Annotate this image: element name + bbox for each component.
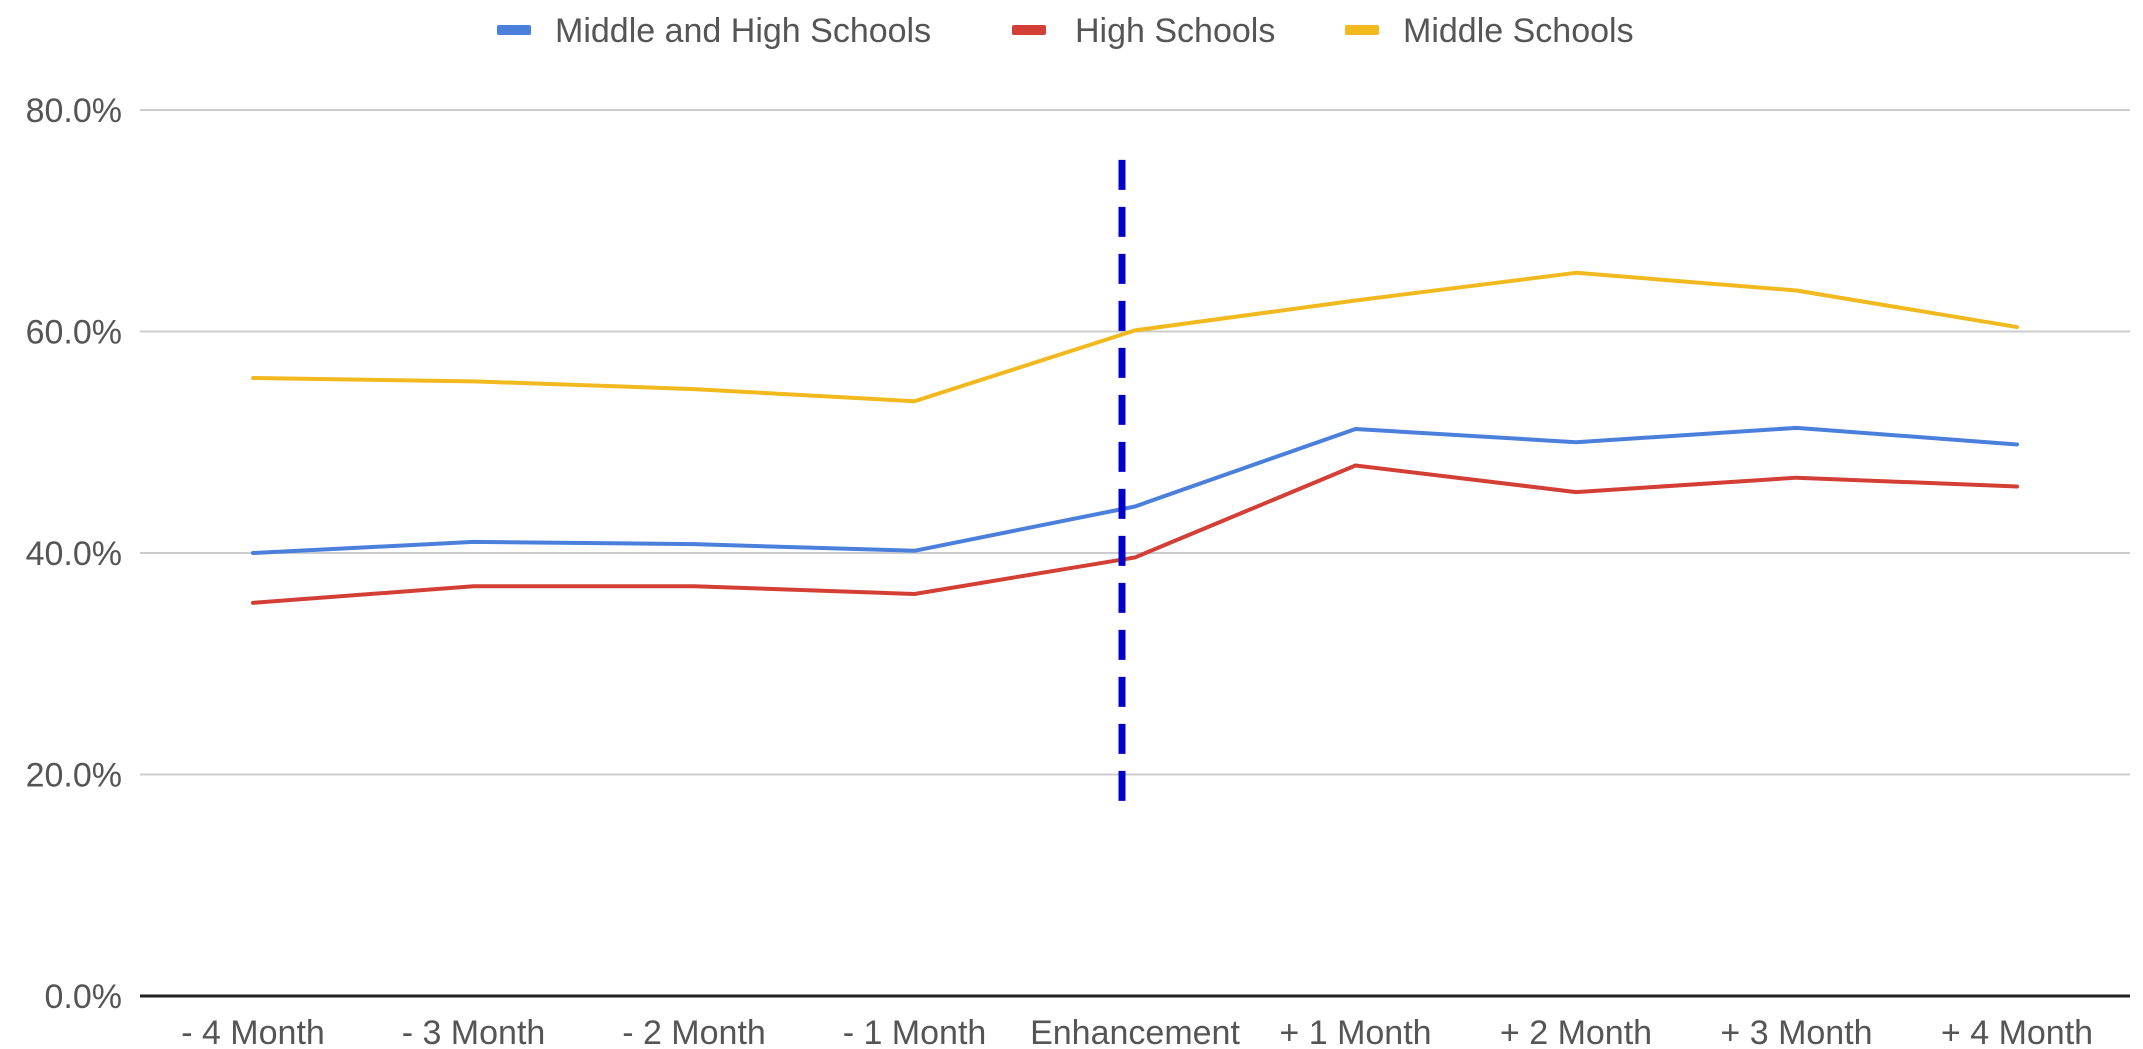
- y-axis-tick-labels: 0.0% 20.0% 40.0% 60.0% 80.0%: [26, 92, 122, 1016]
- legend-label: Middle Schools: [1403, 12, 1634, 50]
- legend-swatch: [1345, 25, 1379, 35]
- legend-swatch: [1012, 25, 1046, 35]
- legend-label: Middle and High Schools: [555, 12, 931, 50]
- x-tick-label: + 2 Month: [1500, 1014, 1652, 1049]
- x-tick-label: Enhancement: [1030, 1014, 1240, 1049]
- y-tick-label: 0.0%: [45, 978, 123, 1016]
- y-tick-label: 40.0%: [26, 535, 122, 573]
- x-tick-label: + 3 Month: [1720, 1014, 1872, 1049]
- x-tick-label: - 1 Month: [843, 1014, 987, 1049]
- series-line-1: [251, 425, 2019, 555]
- x-tick-label: - 3 Month: [402, 1014, 546, 1049]
- x-axis-tick-labels: - 4 Month - 3 Month - 2 Month - 1 Month Enha…: [181, 1014, 2093, 1049]
- y-tick-label: 60.0%: [26, 314, 122, 352]
- legend-label: High Schools: [1075, 12, 1275, 50]
- y-tick-label: 80.0%: [26, 92, 122, 130]
- x-tick-label: + 1 Month: [1279, 1014, 1431, 1049]
- series-line-2: [251, 463, 2019, 605]
- series-line-3: [251, 270, 2019, 404]
- y-tick-label: 20.0%: [26, 757, 122, 795]
- legend: Middle and High Schools High Schools Middl…: [497, 12, 1634, 50]
- x-tick-label: - 4 Month: [181, 1014, 325, 1049]
- series-lines: [251, 270, 2019, 605]
- x-tick-label: + 4 Month: [1941, 1014, 2093, 1049]
- x-tick-label: - 2 Month: [622, 1014, 766, 1049]
- gridlines: [140, 109, 2130, 998]
- legend-swatch: [497, 25, 531, 35]
